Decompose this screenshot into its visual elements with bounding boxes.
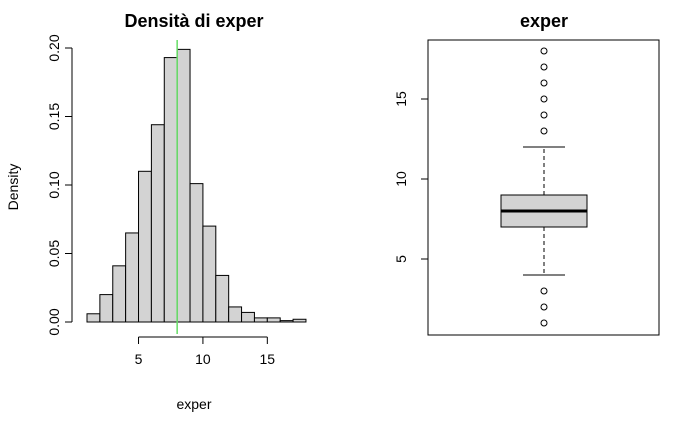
y-tick-label: 0.05 [46,240,62,267]
histogram-bar [150,124,165,323]
histogram-bar [279,320,294,323]
y-tick-label: 10 [393,171,409,187]
histogram-bar [99,294,114,323]
histogram-bar [202,225,217,323]
y-tick-label: 0.00 [46,308,62,335]
outlier-point [540,319,548,327]
outlier-point [540,47,548,55]
y-tick-label: 15 [393,91,409,107]
outlier-point [540,303,548,311]
outlier-point [540,127,548,135]
histogram-title: Densità di exper [124,11,263,31]
boxplot-panel: exper 5 10 15 [393,11,660,336]
x-tick-label: 5 [135,351,143,367]
histogram-ylabel: Density [5,164,21,211]
histogram-bar [125,232,140,323]
y-tick-label: 5 [393,255,409,263]
outlier-point [540,111,548,119]
boxplot-y-axis: 5 10 15 [393,91,429,263]
histogram-bar [163,57,178,323]
x-tick-label: 10 [195,351,211,367]
y-tick-label: 0.20 [46,34,62,61]
histogram-bar [86,313,101,323]
histogram-bar [112,265,127,323]
y-tick-label: 0.10 [46,171,62,198]
boxplot-outliers [540,47,548,327]
histogram-bars [86,48,307,323]
histogram-xlabel: exper [176,396,211,412]
histogram-bar [189,183,204,323]
histogram-bar [228,306,243,323]
outlier-point [540,287,548,295]
histogram-bar [138,170,152,323]
outlier-point [540,95,548,103]
histogram-x-axis: 5 10 15 [135,336,276,367]
y-tick-label: 0.15 [46,103,62,130]
histogram-bar [176,48,191,323]
outlier-point [540,63,548,71]
boxplot-title: exper [520,11,568,31]
boxplot-body [500,146,588,276]
histogram-bar [241,311,255,323]
histogram-panel: Densità di exper Density exper 5 10 15 0.0… [5,11,307,412]
x-tick-label: 15 [260,351,276,367]
histogram-bar [292,318,307,323]
histogram-y-axis: 0.00 0.05 0.10 0.15 0.20 [46,34,73,336]
outlier-point [540,79,548,87]
histogram-bar [266,317,281,323]
histogram-bar [253,317,268,323]
histogram-bar [215,274,230,323]
